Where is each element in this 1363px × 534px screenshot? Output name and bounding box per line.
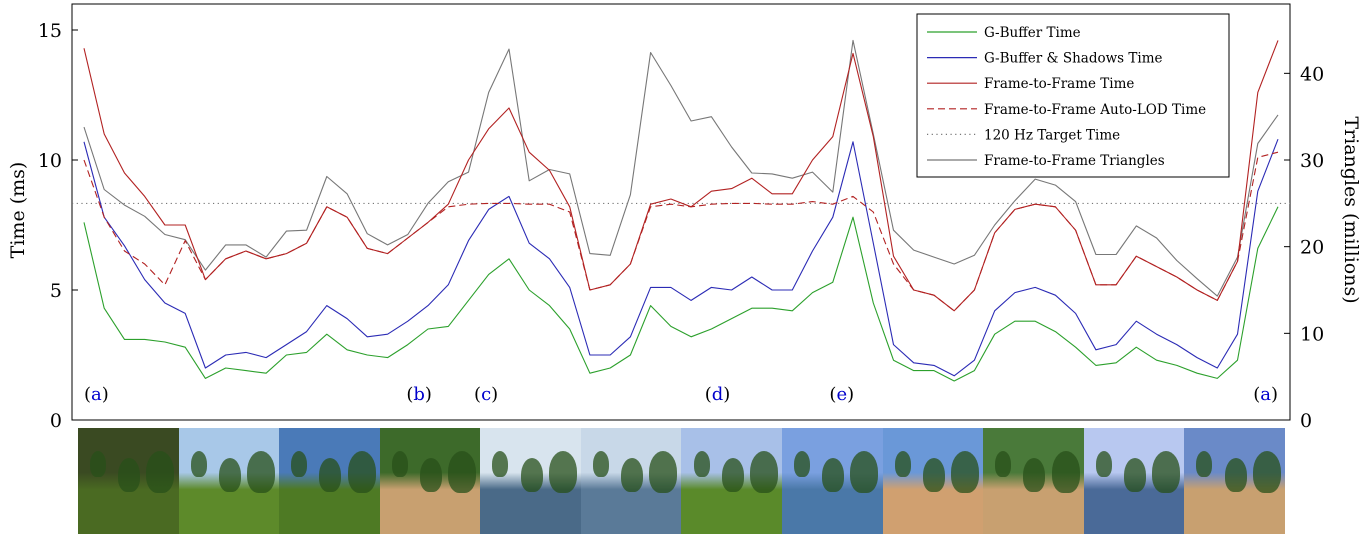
y2-axis-title: Triangles (millions)	[1340, 116, 1362, 303]
tree-shape	[347, 451, 376, 494]
tree-shape	[922, 457, 945, 492]
legend: G-Buffer Time G-Buffer & Shadows Time Fram…	[916, 13, 1230, 178]
tree-shape	[291, 451, 308, 478]
legend-box	[916, 13, 1230, 178]
legend-label: G-Buffer & Shadows Time	[984, 51, 1163, 67]
position-marker: (b)	[406, 384, 432, 405]
chart-axes: 0 5 10 15 0 10 20 30 40	[38, 20, 1324, 430]
position-marker: (e)	[829, 384, 854, 405]
thumbnail-pond-sky	[1083, 428, 1185, 534]
thumbnail-forest-bench	[78, 428, 179, 534]
y2-tick-label: 40	[1300, 63, 1324, 85]
tree-shape	[721, 457, 744, 492]
tree-shape	[621, 457, 644, 492]
tree-shape	[146, 451, 175, 494]
tree-shape	[1196, 451, 1213, 478]
thumbnail-path-grass	[983, 428, 1084, 534]
tree-shape	[693, 451, 710, 478]
legend-label: 120 Hz Target Time	[984, 127, 1120, 143]
thumbnail-bench-sand	[882, 428, 984, 534]
tree-shape	[391, 451, 408, 478]
tree-shape	[419, 457, 442, 492]
tree-shape	[1224, 457, 1247, 492]
tree-shape	[218, 457, 241, 492]
tree-shape	[850, 451, 879, 494]
thumbnail-park-trees	[178, 428, 280, 534]
y-tick-label: 15	[38, 20, 62, 42]
tree-shape	[894, 451, 911, 478]
tree-shape	[118, 457, 141, 492]
tree-shape	[246, 451, 275, 494]
tree-shape	[90, 451, 107, 478]
y2-tick-label: 30	[1300, 150, 1324, 172]
y2-tick-label: 10	[1300, 323, 1324, 345]
y-axis-title: Time (ms)	[7, 162, 29, 259]
series-line-1	[83, 139, 1279, 377]
thumbnail-park-hill	[681, 428, 783, 534]
thumbnail-lake-blossom	[480, 428, 581, 534]
tree-shape	[190, 451, 207, 478]
tree-shape	[592, 451, 609, 478]
thumbnail-hedge-path	[1184, 428, 1285, 534]
plot-frame	[71, 3, 1291, 421]
screenshot-strip	[78, 428, 1285, 534]
y-tick-label: 10	[38, 150, 62, 172]
position-marker: (c)	[474, 384, 498, 405]
series-line-2	[83, 40, 1279, 312]
thumbnail-park-wall	[279, 428, 380, 534]
y2-tick-label: 20	[1300, 237, 1324, 259]
y-tick-label: 0	[50, 410, 62, 430]
chart: 0 5 10 15 0 10 20 30 40 (a) (b) (c) (d) (e) (a) G-Buf…	[7, 3, 1362, 430]
tree-shape	[1252, 451, 1281, 494]
series-line-5	[83, 39, 1279, 297]
tree-shape	[1023, 457, 1046, 492]
legend-label: G-Buffer Time	[984, 25, 1081, 41]
tree-shape	[649, 451, 678, 494]
legend-label: Frame-to-Frame Triangles	[984, 153, 1165, 169]
tree-shape	[749, 451, 778, 494]
tree-shape	[794, 451, 811, 478]
plot-border	[71, 3, 1291, 421]
tree-shape	[995, 451, 1012, 478]
tree-shape	[492, 451, 509, 478]
tree-shape	[1051, 451, 1080, 494]
tree-shape	[319, 457, 342, 492]
tree-shape	[1124, 457, 1146, 492]
tree-shape	[448, 451, 477, 494]
y2-tick-label: 0	[1300, 410, 1312, 430]
tree-shape	[822, 457, 845, 492]
legend-label: Frame-to-Frame Auto-LOD Time	[984, 102, 1206, 118]
series-line-0	[83, 206, 1279, 382]
tree-shape	[1095, 451, 1112, 478]
tree-shape	[548, 451, 577, 494]
legend-label: Frame-to-Frame Time	[984, 76, 1134, 92]
tree-shape	[951, 451, 980, 494]
position-marker: (a)	[84, 384, 109, 405]
position-marker: (d)	[705, 384, 731, 405]
position-marker: (a)	[1253, 384, 1278, 405]
position-markers: (a) (b) (c) (d) (e) (a)	[84, 384, 1278, 405]
tree-shape	[520, 457, 543, 492]
chart-lines	[72, 39, 1290, 382]
tree-shape	[1152, 451, 1181, 494]
thumbnail-snowy-lake	[580, 428, 682, 534]
thumbnail-lake-trees	[782, 428, 883, 534]
thumbnail-path-corner	[379, 428, 481, 534]
y-tick-label: 5	[50, 280, 62, 302]
